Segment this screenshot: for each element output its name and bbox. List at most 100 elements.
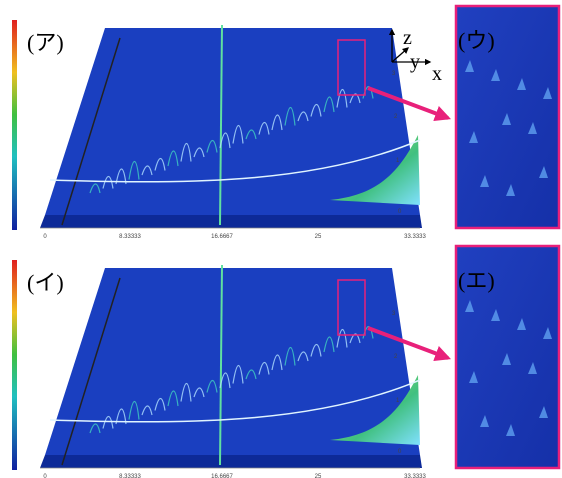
ridge xyxy=(206,139,218,153)
ridge xyxy=(349,93,361,104)
ridge xyxy=(89,423,101,434)
ridge xyxy=(336,328,348,348)
colorbar xyxy=(12,260,17,470)
ridge xyxy=(284,346,296,366)
ridge xyxy=(245,369,257,380)
ridge xyxy=(258,121,270,135)
x-tick-label: 0 xyxy=(43,234,47,240)
surface-floor xyxy=(45,28,420,215)
inset-ridge xyxy=(517,318,526,330)
ridge xyxy=(180,142,192,162)
x-tick-label: 25 xyxy=(315,234,322,240)
inset-ridge xyxy=(480,175,489,187)
depth-tick-label: 1 xyxy=(396,158,400,164)
panel: 0 8.33333 16.6667 25 33.3333 0 1 2 3 (ア) (ウ) xyxy=(12,4,561,240)
ridge xyxy=(89,183,101,194)
ridge xyxy=(219,372,231,389)
inset-ridge xyxy=(491,69,500,81)
ridge xyxy=(297,351,309,362)
ridge xyxy=(271,354,283,371)
x-tick-label: 33.3333 xyxy=(404,474,426,478)
x-tick-label: 25 xyxy=(315,474,322,478)
ridge xyxy=(297,111,309,122)
x-tick-label: 0 xyxy=(43,474,47,478)
ridge xyxy=(102,415,114,429)
axis-label-y: y xyxy=(410,51,420,73)
inset-ridge xyxy=(506,184,515,196)
inset-ridge xyxy=(528,362,537,374)
ridge xyxy=(167,390,179,407)
x-tick-label: 16.6667 xyxy=(211,474,233,478)
inset-ridge xyxy=(469,131,478,143)
x-tick-label: 16.6667 xyxy=(211,234,233,240)
zoom-box xyxy=(337,279,366,336)
panel: 0 8.33333 16.6667 25 33.3333 0 1 2 3 (イ) (エ) xyxy=(12,244,561,478)
inset-ridge xyxy=(480,415,489,427)
depth-tick-label: 0 xyxy=(398,209,402,215)
ridge xyxy=(271,114,283,131)
x-tick-label: 33.3333 xyxy=(404,234,426,240)
depth-tick-label: 2 xyxy=(394,354,398,360)
ridge xyxy=(141,165,153,176)
x-tick-label: 8.33333 xyxy=(119,234,141,240)
zoom-arrow xyxy=(367,326,451,361)
panel-label: (イ) xyxy=(27,270,64,295)
inset-ridge xyxy=(539,166,548,178)
ridge xyxy=(349,333,361,344)
inset-ridge xyxy=(528,122,537,134)
surface-floor xyxy=(45,268,420,455)
ridge xyxy=(310,103,322,117)
hump xyxy=(330,135,420,205)
zoom-arrow xyxy=(367,86,451,121)
ridge xyxy=(128,160,140,180)
inset-ridge xyxy=(465,300,474,312)
depth-tick-label: 0 xyxy=(398,449,402,455)
depth-tick-label: 3 xyxy=(392,311,396,317)
inset-label: (ウ) xyxy=(458,28,495,53)
axis-label-x: x xyxy=(432,63,442,85)
ridge xyxy=(258,361,270,375)
inset-label: (エ) xyxy=(458,268,495,293)
inset-ridge xyxy=(502,353,511,365)
depth-tick-label: 3 xyxy=(392,71,396,77)
ridge xyxy=(102,175,114,189)
axes-icon xyxy=(388,28,432,66)
ridge xyxy=(141,405,153,416)
peak xyxy=(61,37,121,226)
inset-ridge xyxy=(491,309,500,321)
ridge xyxy=(206,379,218,393)
peak xyxy=(61,277,121,466)
baseline-curve xyxy=(49,139,421,183)
x-tick-label: 8.33333 xyxy=(119,474,141,478)
ridge xyxy=(154,157,166,171)
inset-ridge xyxy=(539,406,548,418)
surface-edge xyxy=(40,215,422,228)
ridge xyxy=(115,408,127,425)
ridge xyxy=(245,129,257,140)
ridge xyxy=(193,387,205,398)
baseline-curve xyxy=(49,379,421,423)
ridge xyxy=(180,382,192,402)
depth-tick-label: 1 xyxy=(396,398,400,404)
ridge xyxy=(232,364,244,384)
inset-ridge xyxy=(502,113,511,125)
inset-ridge xyxy=(543,87,552,99)
ridge xyxy=(336,88,348,108)
ridge xyxy=(193,147,205,158)
ridge xyxy=(232,124,244,144)
ridge xyxy=(323,336,335,353)
panel-label: (ア) xyxy=(27,30,64,55)
ridge xyxy=(323,96,335,113)
inset-ridge xyxy=(543,327,552,339)
depth-tick-label: 2 xyxy=(394,114,398,120)
hump xyxy=(330,375,420,445)
peak xyxy=(219,264,223,466)
ridge xyxy=(219,132,231,149)
ridge xyxy=(167,150,179,167)
zoom-box xyxy=(337,39,366,96)
ridge xyxy=(154,397,166,411)
ridge xyxy=(310,343,322,357)
colorbar xyxy=(12,20,17,230)
ridge xyxy=(115,168,127,185)
